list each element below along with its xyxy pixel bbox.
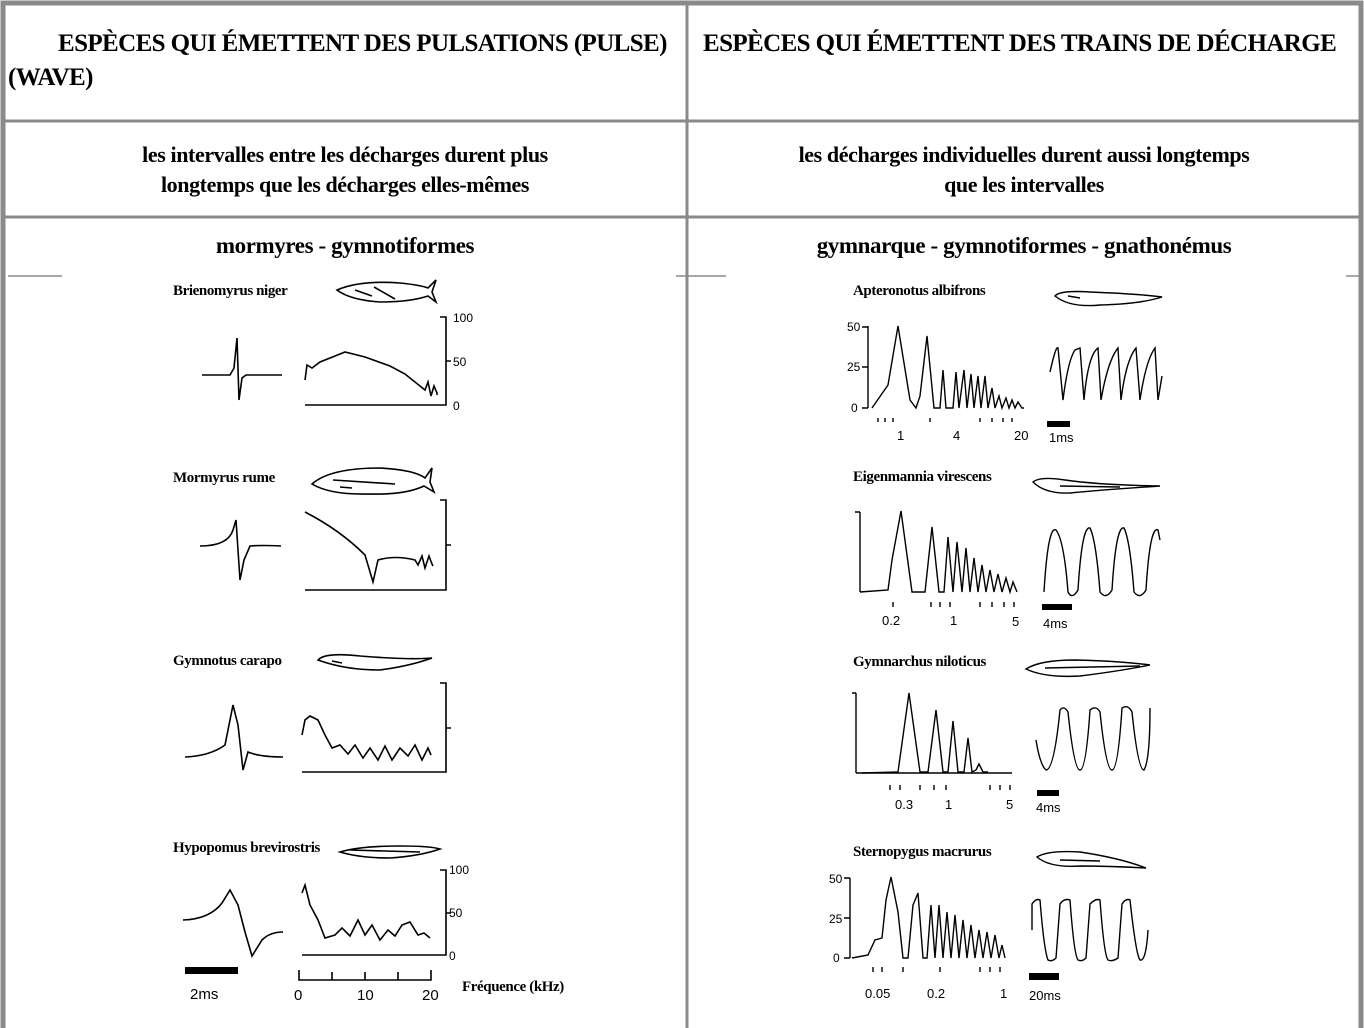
pulse-waveform bbox=[199, 519, 282, 581]
freq-tick-label: 20 bbox=[422, 987, 439, 1004]
freq-tick-label: 0 bbox=[294, 987, 302, 1004]
x-tick-label: 1 bbox=[950, 613, 957, 628]
time-bar-label: 20ms bbox=[1029, 988, 1061, 1003]
left-column-title: ESPÈCES QUI ÉMETTENT DES PULSATIONS (PUL… bbox=[58, 30, 667, 57]
scale-bottom-label: 0 bbox=[449, 949, 456, 963]
spectrum-trace bbox=[861, 692, 988, 774]
sternopygus-panel bbox=[844, 850, 1149, 980]
tick-labels: 100 50 0 100 50 0 2ms 0 10 20 50 25 0 1 … bbox=[190, 311, 1074, 1004]
x-tick-label: 1 bbox=[1000, 986, 1007, 1001]
time-scale-bar bbox=[1042, 604, 1072, 610]
fish-icon bbox=[1031, 477, 1161, 494]
fish-icon bbox=[1035, 850, 1147, 869]
fish-icon bbox=[1054, 290, 1163, 307]
y-tick-label: 50 bbox=[847, 320, 861, 334]
left-group-heading: mormyres - gymnotiformes bbox=[215, 233, 475, 258]
spectrum-trace bbox=[871, 325, 1024, 411]
frequency-axis-label: Fréquence (kHz) bbox=[462, 979, 564, 995]
power-spectrum bbox=[304, 511, 434, 586]
scale-bottom-label: 0 bbox=[453, 399, 460, 413]
scale-top-label: 100 bbox=[453, 311, 473, 325]
y-tick-label: 25 bbox=[829, 912, 843, 926]
apteronotus-panel bbox=[862, 290, 1163, 427]
wave-trace bbox=[1043, 527, 1161, 597]
time-scale-bar bbox=[1029, 973, 1059, 980]
fish-icon bbox=[337, 845, 443, 859]
wave-trace bbox=[1049, 346, 1163, 401]
time-scale-bar bbox=[185, 967, 238, 974]
species-name: Sternopygus macrurus bbox=[853, 844, 992, 860]
time-bar-label: 4ms bbox=[1043, 616, 1068, 631]
right-description-line2: que les intervalles bbox=[944, 172, 1104, 197]
frequency-axis bbox=[298, 970, 432, 981]
species-name: Gymnotus carapo bbox=[173, 653, 282, 669]
time-scale-bar bbox=[1037, 790, 1059, 796]
species-name: Gymnarchus niloticus bbox=[853, 654, 987, 670]
fish-icon bbox=[310, 467, 436, 495]
species-name: Eigenmannia virescens bbox=[853, 469, 992, 485]
y-tick-label: 25 bbox=[847, 360, 861, 374]
species-name: Apteronotus albifrons bbox=[853, 283, 986, 299]
left-description-line1: les intervalles entre les décharges dure… bbox=[142, 142, 548, 167]
eigenmannia-panel bbox=[855, 477, 1161, 610]
gymnarchus-panel bbox=[852, 659, 1151, 796]
y-tick-label: 0 bbox=[851, 401, 858, 415]
power-spectrum bbox=[301, 882, 431, 942]
species-name: Hypopomus brevirostris bbox=[173, 840, 320, 856]
species-name: Mormyrus rume bbox=[173, 470, 276, 486]
x-tick-label: 5 bbox=[1006, 797, 1013, 812]
x-tick-label: 20 bbox=[1014, 428, 1028, 443]
x-tick-label: 0.3 bbox=[895, 797, 913, 812]
left-description-line2: longtemps que les décharges elles-mêmes bbox=[160, 172, 530, 197]
fish-icon bbox=[335, 279, 438, 305]
y-tick-label: 0 bbox=[833, 951, 840, 965]
fish-icon bbox=[316, 653, 433, 671]
left-description: les intervalles entre les décharges dure… bbox=[8, 140, 682, 200]
freq-tick-label: 10 bbox=[357, 987, 374, 1004]
pulse-waveform bbox=[182, 888, 284, 958]
gymnotus-panel bbox=[184, 653, 451, 773]
x-tick-label: 0.2 bbox=[882, 613, 900, 628]
right-column-title: ESPÈCES QUI ÉMETTENT DES TRAINS DE DÉCHA… bbox=[703, 30, 1337, 57]
x-tick-label: 5 bbox=[1012, 614, 1019, 629]
power-spectrum bbox=[304, 351, 438, 397]
scale-top-label: 100 bbox=[449, 863, 469, 877]
y-tick-label: 50 bbox=[829, 872, 843, 886]
left-column-title-line2: (WAVE) bbox=[8, 64, 93, 91]
time-scale-bar bbox=[1047, 421, 1070, 427]
right-description-line1: les décharges individuelles durent aussi… bbox=[798, 142, 1250, 167]
x-tick-label: 1 bbox=[945, 797, 952, 812]
hypopomus-panel bbox=[182, 845, 451, 981]
amplitude-spectrum bbox=[844, 877, 851, 959]
time-bar-label: 4ms bbox=[1036, 800, 1061, 815]
amplitude-spectrum bbox=[862, 326, 869, 409]
amplitude-spectrum bbox=[855, 511, 861, 592]
brienomyrus-panel bbox=[202, 279, 451, 406]
x-tick-label: 1 bbox=[897, 428, 904, 443]
time-bar-label: 2ms bbox=[190, 986, 218, 1003]
right-description: les décharges individuelles durent aussi… bbox=[690, 140, 1358, 200]
species-names: Brienomyrus niger Mormyrus rume Gymnotus… bbox=[173, 283, 992, 995]
amplitude-spectrum bbox=[852, 692, 1012, 774]
scale-mid-label: 50 bbox=[453, 355, 467, 369]
power-spectrum bbox=[301, 715, 432, 762]
fish-icon bbox=[1024, 659, 1151, 678]
pulse-waveform bbox=[184, 704, 284, 771]
wave-trace bbox=[1031, 898, 1149, 962]
scale-mid-label: 50 bbox=[449, 906, 463, 920]
x-tick-label: 4 bbox=[953, 428, 960, 443]
right-group-heading: gymnarque - gymnotiformes - gnathonémus bbox=[816, 233, 1232, 258]
spectrum-trace bbox=[851, 876, 1006, 959]
time-bar-label: 1ms bbox=[1049, 430, 1074, 445]
x-tick-label: 0.2 bbox=[927, 986, 945, 1001]
species-name: Brienomyrus niger bbox=[173, 283, 288, 299]
x-tick-label: 0.05 bbox=[865, 986, 890, 1001]
pulse-waveform bbox=[202, 337, 282, 401]
mormyrus-panel bbox=[199, 467, 451, 591]
wave-trace bbox=[1035, 705, 1151, 771]
spectrum-trace bbox=[859, 510, 1018, 595]
